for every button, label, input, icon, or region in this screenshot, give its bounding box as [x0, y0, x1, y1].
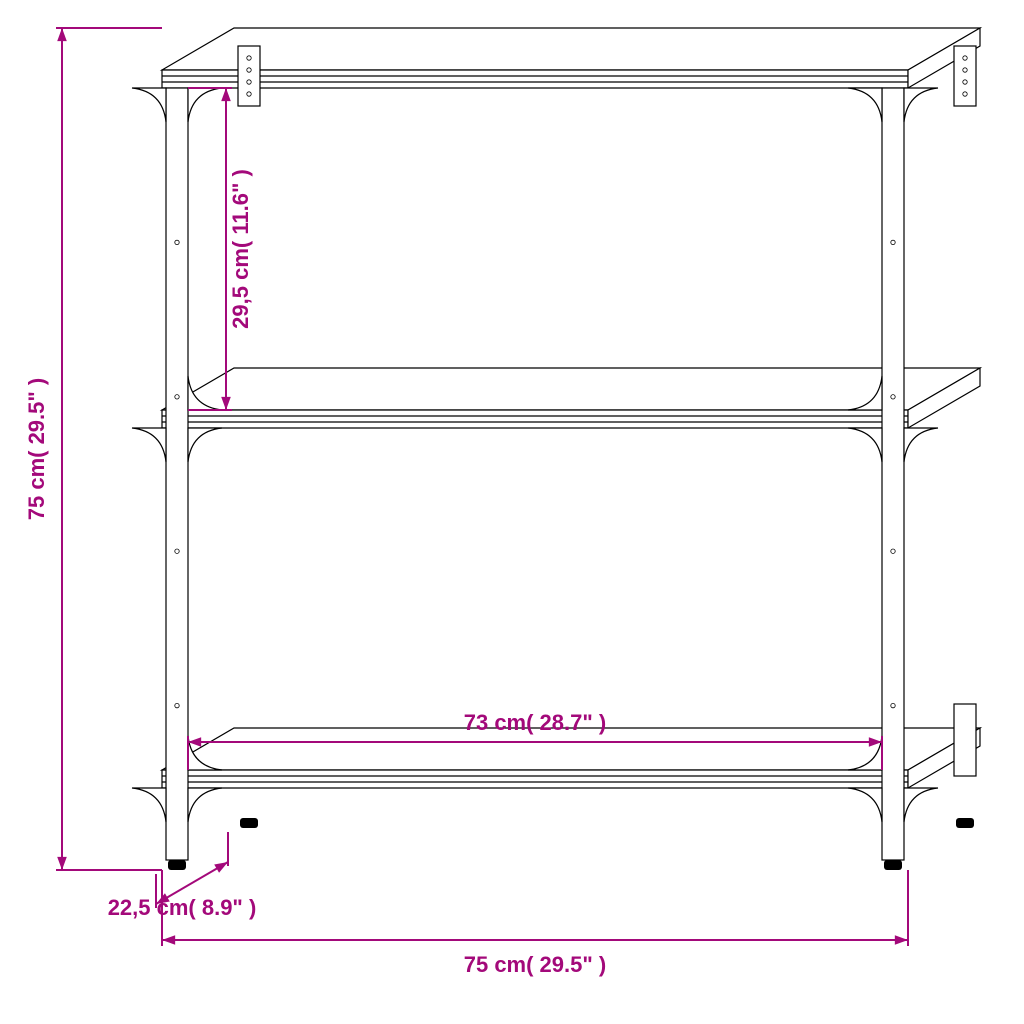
dim-width: 75 cm( 29.5" ) [464, 952, 607, 977]
arrow-head [162, 935, 175, 945]
arrow-head [214, 862, 228, 873]
dim-depth: 22,5 cm( 8.9" ) [108, 895, 257, 920]
arrow-head [57, 28, 67, 41]
arrow-head [895, 935, 908, 945]
dimension-diagram: 75 cm( 29.5" ) 29,5 cm( 11.6" ) 73 cm( 28.… [0, 0, 1024, 1024]
dim-height: 75 cm( 29.5" ) [24, 378, 49, 521]
dim-shelf-gap: 29,5 cm( 11.6" ) [228, 169, 253, 329]
arrow-head [221, 88, 231, 101]
dim-inner-width: 73 cm( 28.7" ) [464, 710, 607, 735]
arrow-head [57, 857, 67, 870]
